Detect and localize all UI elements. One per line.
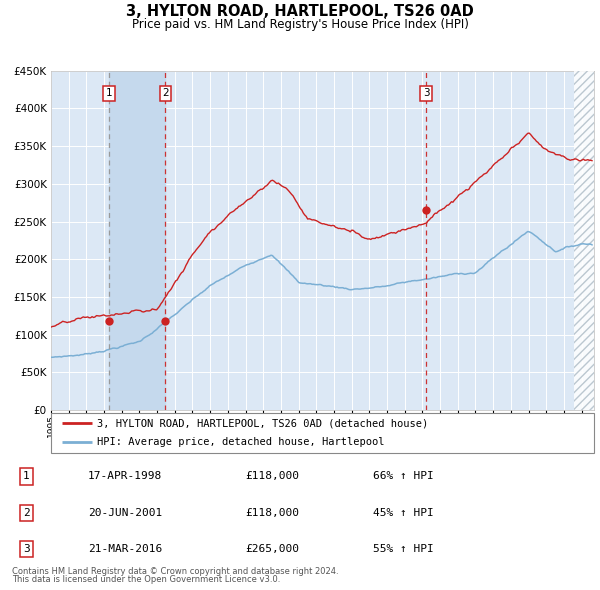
Text: £265,000: £265,000: [245, 544, 299, 554]
Text: 2: 2: [162, 88, 169, 99]
Text: 3: 3: [23, 544, 30, 554]
Text: 3, HYLTON ROAD, HARTLEPOOL, TS26 0AD (detached house): 3, HYLTON ROAD, HARTLEPOOL, TS26 0AD (de…: [97, 418, 428, 428]
Bar: [109, 71, 166, 410]
Text: Contains HM Land Registry data © Crown copyright and database right 2024.: Contains HM Land Registry data © Crown c…: [12, 567, 338, 576]
Text: 55% ↑ HPI: 55% ↑ HPI: [373, 544, 434, 554]
Text: 66% ↑ HPI: 66% ↑ HPI: [373, 471, 434, 481]
Text: 2: 2: [23, 508, 30, 517]
Text: £118,000: £118,000: [245, 508, 299, 517]
Text: 3: 3: [423, 88, 430, 99]
Text: 45% ↑ HPI: 45% ↑ HPI: [373, 508, 434, 517]
Text: 17-APR-1998: 17-APR-1998: [88, 471, 162, 481]
Text: 1: 1: [106, 88, 113, 99]
Text: This data is licensed under the Open Government Licence v3.0.: This data is licensed under the Open Gov…: [12, 575, 280, 584]
Text: 20-JUN-2001: 20-JUN-2001: [88, 508, 162, 517]
Bar: [574, 71, 600, 410]
Text: 1: 1: [23, 471, 30, 481]
Text: 21-MAR-2016: 21-MAR-2016: [88, 544, 162, 554]
Text: HPI: Average price, detached house, Hartlepool: HPI: Average price, detached house, Hart…: [97, 437, 385, 447]
FancyBboxPatch shape: [51, 413, 594, 453]
Text: 3, HYLTON ROAD, HARTLEPOOL, TS26 0AD: 3, HYLTON ROAD, HARTLEPOOL, TS26 0AD: [126, 4, 474, 19]
Text: £118,000: £118,000: [245, 471, 299, 481]
Text: Price paid vs. HM Land Registry's House Price Index (HPI): Price paid vs. HM Land Registry's House …: [131, 18, 469, 31]
